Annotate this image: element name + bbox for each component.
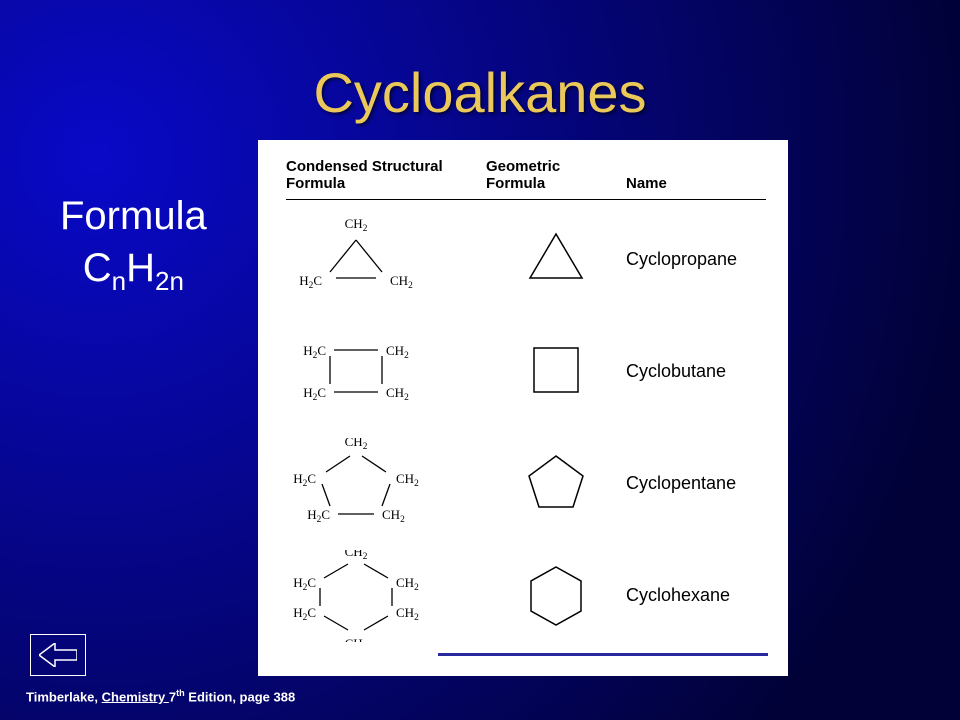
structural-formula-icon: CH2 H2C CH2 — [286, 214, 426, 306]
svg-text:CH2: CH2 — [386, 385, 409, 403]
table-row: CH2 H2C CH2 H2C CH2 Cyclopentane — [286, 428, 766, 540]
geometric-cell — [486, 564, 626, 628]
structural-cell: H2C CH2 H2C CH2 — [286, 326, 486, 418]
cycloalkanes-table: Condensed Structural Formula Geometric F… — [258, 140, 788, 676]
slide: Cycloalkanes Formula CnH2n Condensed Str… — [0, 0, 960, 720]
table-row: H2C CH2 H2C CH2 Cyclobutane — [286, 316, 766, 428]
svg-text:H2C: H2C — [307, 507, 330, 525]
svg-text:H2C: H2C — [293, 471, 316, 489]
slide-title: Cycloalkanes — [0, 60, 960, 125]
structural-cell: CH2 H2C CH2 — [286, 214, 486, 306]
svg-text:CH2: CH2 — [396, 575, 419, 593]
structural-formula-icon: CH2 H2C CH2 H2C CH2 CH2 — [286, 550, 426, 642]
header-rule — [286, 199, 766, 200]
citation: Timberlake, Chemistry 7th Edition, page … — [26, 688, 295, 704]
name-cell: Cyclohexane — [626, 585, 766, 606]
structural-formula-icon: CH2 H2C CH2 H2C CH2 — [286, 438, 426, 530]
svg-text:H2C: H2C — [299, 273, 322, 291]
table-row: CH2 H2C CH2 Cyclopropane — [286, 204, 766, 316]
svg-text:CH2: CH2 — [345, 636, 368, 642]
svg-text:CH2: CH2 — [345, 438, 368, 452]
table-headers: Condensed Structural Formula Geometric F… — [286, 158, 766, 193]
geometric-shape-icon — [526, 452, 586, 516]
header-name: Name — [626, 158, 766, 193]
svg-text:CH2: CH2 — [390, 273, 413, 291]
structural-cell: CH2 H2C CH2 H2C CH2 CH2 — [286, 550, 486, 642]
geometric-shape-icon — [526, 340, 586, 404]
general-formula: CnH2n — [60, 242, 207, 299]
svg-text:CH2: CH2 — [396, 605, 419, 623]
header-geometric: Geometric Formula — [486, 158, 626, 193]
name-cell: Cyclopentane — [626, 473, 766, 494]
svg-text:CH2: CH2 — [386, 343, 409, 361]
header-structural: Condensed Structural Formula — [286, 158, 486, 193]
svg-text:H2C: H2C — [303, 385, 326, 403]
svg-text:H2C: H2C — [293, 605, 316, 623]
structural-cell: CH2 H2C CH2 H2C CH2 — [286, 438, 486, 530]
svg-text:H2C: H2C — [303, 343, 326, 361]
arrow-left-icon — [39, 643, 77, 667]
svg-text:H2C: H2C — [293, 575, 316, 593]
svg-text:CH2: CH2 — [345, 216, 368, 234]
formula-label: Formula — [60, 190, 207, 242]
name-cell: Cyclobutane — [626, 361, 766, 382]
bottom-rule — [438, 653, 768, 656]
geometric-cell — [486, 452, 626, 516]
geometric-cell — [486, 228, 626, 292]
geometric-cell — [486, 340, 626, 404]
structural-formula-icon: H2C CH2 H2C CH2 — [286, 326, 426, 418]
table-row: CH2 H2C CH2 H2C CH2 CH2 Cyclohexane — [286, 540, 766, 652]
name-cell: Cyclopropane — [626, 249, 766, 270]
svg-text:CH2: CH2 — [396, 471, 419, 489]
svg-text:CH2: CH2 — [345, 550, 368, 562]
geometric-shape-icon — [526, 564, 586, 628]
formula-block: Formula CnH2n — [60, 190, 207, 299]
geometric-shape-icon — [526, 228, 586, 292]
svg-text:CH2: CH2 — [382, 507, 405, 525]
prev-slide-button[interactable] — [30, 634, 86, 676]
